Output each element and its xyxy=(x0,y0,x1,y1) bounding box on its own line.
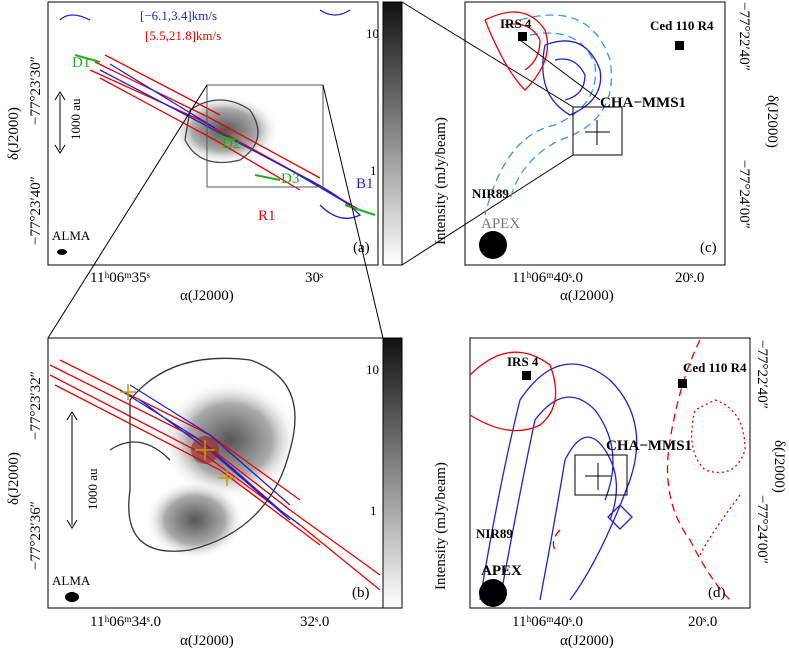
x-axis-label: α(J2000) xyxy=(180,288,234,304)
colorbar-tick-label: 1 xyxy=(370,503,377,518)
colorbar xyxy=(382,1,403,266)
zoom-box xyxy=(572,106,623,156)
panel-label: (b) xyxy=(352,585,370,601)
frame xyxy=(469,337,751,609)
source-cross xyxy=(120,384,236,486)
apex-contours xyxy=(484,14,612,216)
annotation: D2 xyxy=(222,136,240,152)
colorbar-tick-label: 1 xyxy=(370,163,377,178)
blue-contours xyxy=(479,363,638,601)
panel-a: [−6.1,3.4]km/s [5.5,21.8]km/s D1 D2 D3 B… xyxy=(6,1,449,304)
annotation: R1 xyxy=(258,208,276,224)
blue-contours xyxy=(542,40,602,116)
annotation: ALMA xyxy=(52,573,91,588)
annotation: 1000 au xyxy=(68,98,83,140)
zoom-box xyxy=(206,84,324,188)
y-axis-label: δ(J2000) xyxy=(771,440,787,493)
annotation: NIR89 xyxy=(476,526,513,541)
annotation: Ced 110 R4 xyxy=(683,360,747,375)
y-tick-label: −77°23′32″ xyxy=(28,371,44,440)
zoom-box xyxy=(574,454,628,496)
colorbar-label: Intensity (mJy/beam) xyxy=(433,117,449,245)
x-tick-label: 20ˢ.0 xyxy=(688,614,717,630)
x-tick-label: 30ˢ xyxy=(305,270,323,286)
red-contours xyxy=(89,54,361,211)
annotation: APEX xyxy=(481,563,522,579)
velocity-range: [5.5,21.8]km/s xyxy=(145,28,221,43)
scale-bar xyxy=(54,91,66,154)
x-axis-label: α(J2000) xyxy=(180,633,234,649)
y-tick-label: −77°24′00″ xyxy=(736,160,752,229)
x-tick-label: 11ʰ06ᵐ40ˢ.0 xyxy=(512,270,583,286)
frame xyxy=(464,1,726,266)
annotation: CHA−MMS1 xyxy=(606,438,692,454)
colorbar-label: Intensity (mJy/beam) xyxy=(433,462,449,590)
y-axis-label: δ(J2000) xyxy=(6,107,22,160)
y-tick-label: −77°22′40″ xyxy=(754,340,770,409)
marker xyxy=(678,379,687,388)
annotation: D1 xyxy=(72,55,90,71)
panel-b: 1000 au ALMA (b) 11ʰ06ᵐ34ˢ.0 32ˢ.0 α(J20… xyxy=(6,337,449,649)
colorbar-tick-label: 10 xyxy=(366,26,379,41)
zoom-connector xyxy=(47,1,574,339)
y-tick-label: −77°23′36″ xyxy=(28,501,44,570)
beam xyxy=(57,249,67,255)
colorbar-tick-label: 10 xyxy=(366,362,379,377)
scale-bar xyxy=(66,411,78,529)
red-contours xyxy=(469,351,557,432)
y-tick-label: −77°22′40″ xyxy=(736,2,752,71)
blue-contours xyxy=(59,9,362,219)
annotation: IRS 4 xyxy=(500,16,532,31)
annotation: IRS 4 xyxy=(507,354,539,369)
beam xyxy=(479,231,507,259)
x-tick-label: 32ˢ.0 xyxy=(300,614,329,630)
annotation: ALMA xyxy=(52,228,91,243)
annotation: Ced 110 R4 xyxy=(650,18,714,33)
annotation: APEX xyxy=(481,216,520,232)
x-axis-label: α(J2000) xyxy=(560,633,614,649)
annotation: B1 xyxy=(356,176,374,192)
frame xyxy=(47,1,379,266)
y-axis-label: δ(J2000) xyxy=(764,95,780,148)
x-tick-label: 11ʰ06ᵐ40ˢ.0 xyxy=(512,614,583,630)
dust-contours xyxy=(184,99,259,164)
outflow-arrows xyxy=(74,54,376,216)
annotation: D3 xyxy=(281,171,299,187)
red-contours xyxy=(484,11,549,91)
velocity-range: [−6.1,3.4]km/s xyxy=(140,8,217,23)
colorbar xyxy=(382,337,403,609)
y-tick-label: −77°23′40″ xyxy=(28,176,44,245)
annotation: NIR89 xyxy=(472,186,509,201)
panel-label: (c) xyxy=(700,240,717,256)
x-axis-label: α(J2000) xyxy=(560,288,614,304)
source-cross xyxy=(585,120,610,145)
beam xyxy=(479,579,507,607)
dust-contours xyxy=(109,357,296,552)
annotation: CHA−MMS1 xyxy=(600,95,686,111)
annotation: 1000 au xyxy=(85,468,100,510)
y-tick-label: −77°24′00″ xyxy=(754,495,770,564)
y-tick-label: −77°23′30″ xyxy=(28,56,44,125)
pointer xyxy=(519,39,601,101)
x-tick-label: 11ʰ06ᵐ34ˢ.0 xyxy=(90,614,161,630)
source-cross xyxy=(585,463,611,490)
red-dotted-contours xyxy=(691,399,746,556)
x-tick-label: 20ˢ.0 xyxy=(675,270,704,286)
marker xyxy=(522,371,531,380)
panel-d: IRS 4 Ced 110 R4 CHA−MMS1 NIR89 APEX (d)… xyxy=(469,337,787,649)
beam xyxy=(65,592,79,602)
marker xyxy=(675,41,684,50)
panel-c: IRS 4 Ced 110 R4 CHA−MMS1 NIR89 APEX (c)… xyxy=(464,1,780,304)
y-axis-label: δ(J2000) xyxy=(6,452,22,505)
dust-emission xyxy=(160,380,300,500)
panel-label: (d) xyxy=(708,585,726,601)
marker xyxy=(518,32,527,41)
red-dashed-contours xyxy=(552,339,731,601)
x-tick-label: 11ʰ06ᵐ35ˢ xyxy=(90,270,150,286)
red-contours xyxy=(49,359,381,591)
